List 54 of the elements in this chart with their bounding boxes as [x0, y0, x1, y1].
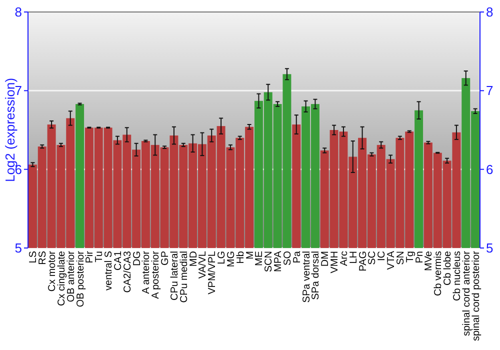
- x-tick-label: M: [244, 251, 256, 260]
- x-tick-label: SCN: [264, 251, 275, 272]
- x-tick-label: VPM/VPL: [207, 250, 218, 294]
- x-tick-label: Hb: [235, 250, 246, 264]
- x-tick-label: Cb nucleus: [452, 251, 463, 302]
- x-tick-label: IC: [376, 251, 388, 261]
- x-tick-label: CA1: [112, 250, 124, 270]
- x-tick-label: MG: [226, 250, 237, 268]
- y2-tick-label: 6: [486, 162, 494, 177]
- x-tick-label: DG: [132, 250, 143, 266]
- x-tick-label: VA/VL: [198, 250, 209, 279]
- x-tick-label: Cb lobe: [442, 250, 454, 286]
- x-tick-label: ventral S: [104, 250, 115, 290]
- x-tick-label: VMH: [330, 251, 341, 274]
- x-tick-label: A anterior: [141, 250, 152, 294]
- x-tick-label: Tg: [404, 251, 416, 263]
- y2-tick-label: 5: [486, 240, 494, 256]
- x-tick-label: MVe: [424, 250, 435, 272]
- x-tick-label: Cb vermis: [433, 251, 444, 296]
- x-tick-label: CA2/CA3: [122, 250, 134, 293]
- x-tick-label: A posterior: [150, 250, 162, 299]
- x-tick-label: LH: [348, 251, 360, 264]
- y-tick-label: 8: [14, 4, 22, 20]
- x-tick-label: SN: [395, 251, 406, 265]
- x-tick-label: Pir: [84, 250, 96, 264]
- x-tick-label: Pa: [292, 250, 303, 264]
- x-tick-label: Cx cingulate: [56, 250, 68, 306]
- x-tick-label: CPu lateral: [169, 251, 180, 300]
- x-tick-label: VTA: [386, 250, 398, 270]
- x-tick-label: spinal cord anterior: [461, 250, 472, 336]
- x-tick-label: PAG: [358, 250, 369, 272]
- x-tick-label: SO: [282, 250, 294, 266]
- x-tick-label: OB anterior: [66, 250, 77, 302]
- y2-tick-label: 7: [486, 83, 494, 98]
- x-tick-label: GP: [160, 250, 172, 266]
- x-tick-label: SC: [367, 251, 378, 265]
- x-tick-label: ME: [254, 250, 266, 266]
- x-tick-label: LS: [28, 250, 40, 264]
- x-tick-label: Pn: [414, 251, 426, 264]
- y-tick-label: 5: [14, 240, 22, 256]
- x-tick-label: CPu medial: [178, 251, 190, 303]
- x-tick-label: RS: [38, 250, 49, 265]
- x-tick-label: DM: [320, 251, 332, 267]
- x-tick-label: spinal cord posterior: [470, 250, 482, 342]
- x-tick-label: Tu: [94, 251, 106, 262]
- x-tick-label: MD: [188, 251, 200, 267]
- x-tick-label: SPa ventral: [301, 251, 312, 303]
- x-tick-label: SPa dorsal: [310, 251, 322, 300]
- x-tick-label: MPA: [273, 250, 284, 272]
- y2-tick-label: 8: [486, 4, 494, 20]
- x-tick-label: LG: [216, 250, 228, 264]
- x-tick-label: Arc: [338, 251, 350, 266]
- x-tick-label: OB posterior: [75, 250, 86, 308]
- x-tick-label: Cx motor: [47, 250, 58, 292]
